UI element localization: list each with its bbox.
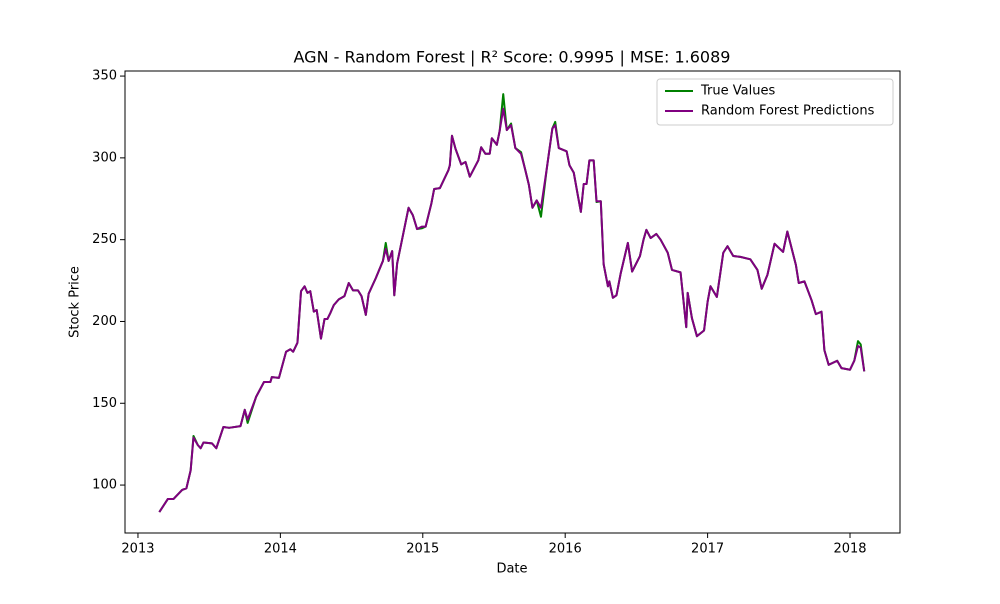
y-tick-label: 350 bbox=[92, 69, 117, 84]
x-axis-label: Date bbox=[496, 562, 527, 577]
y-tick-label: 300 bbox=[92, 150, 117, 165]
legend-label: Random Forest Predictions bbox=[701, 104, 875, 119]
x-tick-label: 2015 bbox=[406, 542, 439, 557]
y-tick-label: 200 bbox=[92, 314, 117, 329]
y-axis-label: Stock Price bbox=[68, 266, 83, 338]
y-tick-label: 150 bbox=[92, 396, 117, 411]
legend-label: True Values bbox=[700, 84, 775, 99]
series-line bbox=[158, 107, 866, 513]
x-tick-label: 2018 bbox=[833, 542, 866, 557]
y-tick-label: 100 bbox=[92, 478, 117, 493]
y-tick-label: 250 bbox=[92, 232, 117, 247]
plot-frame bbox=[124, 70, 901, 534]
x-tick-label: 2013 bbox=[121, 542, 154, 557]
chart-title: AGN - Random Forest | R² Score: 0.9995 |… bbox=[294, 48, 731, 67]
x-tick-label: 2016 bbox=[549, 542, 582, 557]
x-tick-label: 2017 bbox=[691, 542, 724, 557]
x-tick-label: 2014 bbox=[264, 542, 297, 557]
legend-box bbox=[656, 78, 894, 126]
